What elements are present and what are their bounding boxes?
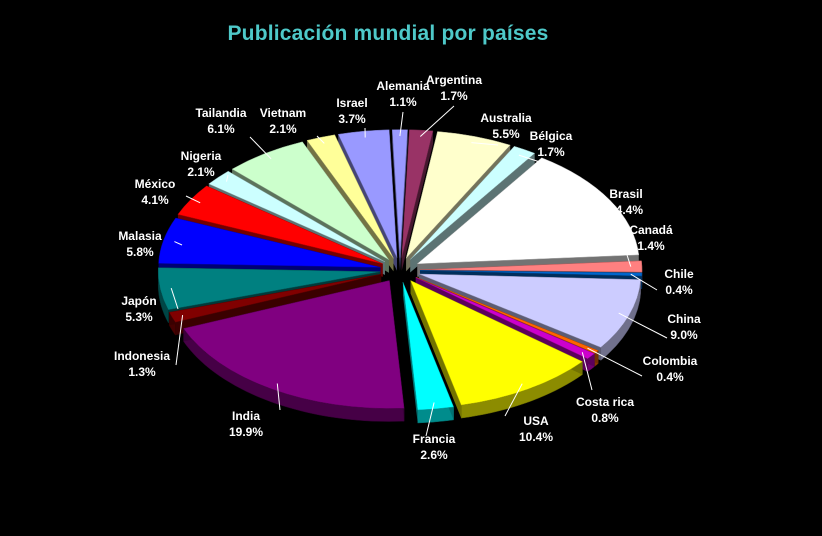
leader-line-belgica [518, 154, 547, 165]
slice-nigeria [208, 170, 386, 263]
slice-wall-argentina-1 [401, 130, 434, 271]
leader-line-japon [170, 287, 179, 310]
slice-canada [419, 260, 643, 273]
leader-line-vietnam [316, 135, 325, 144]
slice-percent-francia: 2.6% [420, 448, 448, 462]
slice-label-vietnam: Vietnam [260, 106, 306, 120]
slice-percent-alemania: 1.1% [389, 95, 417, 109]
slice-label-francia: Francia [413, 432, 456, 446]
leader-line-canada [626, 254, 632, 267]
leader-line-nigeria [226, 174, 229, 182]
slice-india [183, 280, 405, 409]
slice-alemania [391, 129, 408, 258]
slice-label-colombia: Colombia [643, 354, 698, 368]
labels-layer: Alemania 1.1% Argentina 1.7% Israel 3.7% Austr… [114, 73, 701, 462]
slice-percent-indonesia: 1.3% [128, 365, 156, 379]
slice-wall-indonesia-1 [169, 274, 382, 326]
slice-tailandia [231, 141, 390, 260]
slice-label-belgica: Bélgica [530, 129, 573, 143]
slice-colombia [416, 277, 599, 354]
slice-australia [405, 131, 511, 259]
slice-indonesia [168, 273, 382, 323]
slice-label-indonesia: Indonesia [114, 349, 170, 363]
leader-line-mexico [185, 195, 201, 204]
slice-wall-usa-1 [410, 280, 462, 419]
slice-label-israel: Israel [336, 96, 367, 110]
slice-percent-india: 19.9% [229, 425, 263, 439]
slice-argentina [401, 129, 434, 258]
slice-percent-nigeria: 2.1% [187, 165, 215, 179]
slice-percent-usa: 10.4% [519, 430, 553, 444]
leader-line-usa [504, 383, 523, 417]
slice-percent-colombia: 0.4% [656, 370, 684, 384]
slice-mexico [177, 185, 383, 265]
slice-label-usa: USA [523, 414, 549, 428]
slice-malasia [158, 217, 381, 268]
slice-label-chile: Chile [664, 267, 694, 281]
slice-china [418, 273, 641, 348]
slice-percent-australia: 5.5% [492, 127, 520, 141]
slice-label-brasil: Brasil [609, 187, 642, 201]
slice-label-tailandia: Tailandia [195, 106, 246, 120]
slice-percent-brasil: 14.4% [609, 203, 643, 217]
leader-line-malasia [174, 241, 183, 246]
leader-lines-layer [170, 105, 668, 437]
slice-percent-israel: 3.7% [338, 112, 366, 126]
slice-chile [419, 270, 643, 277]
leader-line-china [618, 312, 668, 339]
slice-percent-japon: 5.3% [125, 310, 153, 324]
slice-percent-china: 9.0% [670, 328, 698, 342]
slice-label-india: India [232, 409, 260, 423]
slice-label-malasia: Malasia [118, 229, 162, 243]
slice-label-argentina: Argentina [426, 73, 482, 87]
slice-belgica [410, 146, 536, 260]
slice-percent-malasia: 5.8% [126, 245, 154, 259]
leader-line-alemania [399, 111, 404, 137]
slice-brasil [416, 157, 640, 265]
slice-label-costa-rica: Costa rica [576, 395, 634, 409]
slice-vietnam [306, 134, 394, 259]
slice-percent-chile: 0.4% [665, 283, 693, 297]
slice-percent-mexico: 4.1% [141, 193, 169, 207]
slice-label-australia: Australia [480, 111, 532, 125]
leader-line-indonesia [175, 315, 184, 366]
slice-japon [158, 267, 381, 311]
leader-line-tailandia [249, 136, 272, 160]
slice-label-alemania: Alemania [376, 79, 430, 93]
leader-line-argentina [419, 105, 455, 137]
slice-percent-argentina: 1.7% [440, 89, 468, 103]
slice-label-mexico: México [135, 177, 176, 191]
leader-line-india [276, 383, 281, 411]
slice-percent-vietnam: 2.1% [269, 122, 297, 136]
chart-title: Publicación mundial por países [227, 22, 549, 45]
slice-wall-francia-1 [402, 282, 418, 423]
slice-israel [337, 129, 398, 258]
leader-line-australia [471, 142, 499, 146]
slice-percent-belgica: 1.7% [537, 145, 565, 159]
leader-line-chile [630, 273, 658, 291]
slice-label-china: China [667, 312, 701, 326]
slice-usa [410, 280, 583, 406]
slice-percent-costa-rica: 0.8% [591, 411, 619, 425]
leader-line-colombia [587, 347, 643, 377]
slice-francia [402, 282, 454, 411]
leader-line-brasil [599, 202, 618, 215]
slice-label-canada: Canadá [629, 223, 673, 237]
slice-wall-belgica-1 [410, 153, 535, 273]
slice-label-japon: Japón [121, 294, 156, 308]
slice-percent-canada: 1.4% [637, 239, 665, 253]
slice-tops-layer [158, 129, 643, 411]
leader-line-costa-rica [581, 352, 593, 391]
slice-percent-tailandia: 6.1% [207, 122, 235, 136]
slice-costa-rica [415, 277, 595, 359]
slice-label-nigeria: Nigeria [181, 149, 222, 163]
leader-line-francia [425, 402, 435, 437]
